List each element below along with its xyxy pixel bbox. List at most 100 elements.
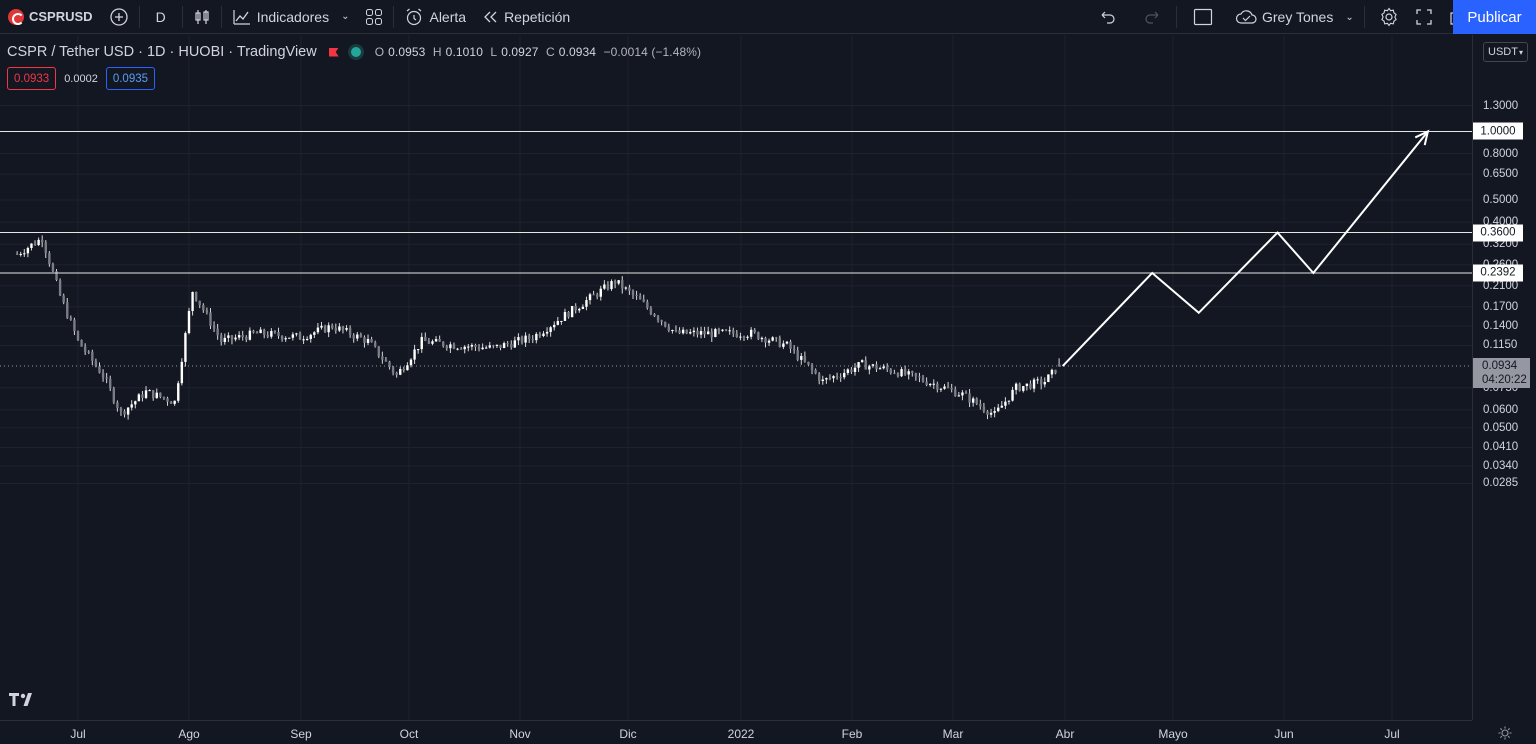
interval-button[interactable]: D bbox=[155, 8, 166, 25]
candle-body bbox=[87, 351, 90, 353]
compare-add-button[interactable] bbox=[101, 0, 137, 34]
line-price-tag[interactable]: 0.2392 bbox=[1473, 264, 1523, 282]
candle-body bbox=[452, 344, 456, 349]
candle-body bbox=[116, 402, 119, 409]
candle-body bbox=[119, 408, 123, 412]
sell-button[interactable]: 0.0933 bbox=[7, 67, 57, 90]
candle-body bbox=[606, 284, 610, 290]
spread-value: 0.0002 bbox=[64, 72, 98, 85]
candle-body bbox=[280, 335, 284, 340]
fullscreen-layout-button[interactable] bbox=[1185, 0, 1221, 34]
candle-body bbox=[642, 299, 645, 302]
candle-body bbox=[986, 411, 989, 415]
candle-body bbox=[800, 356, 803, 360]
candle-body bbox=[252, 330, 255, 333]
candle-body bbox=[796, 350, 799, 360]
fullscreen-button[interactable] bbox=[1407, 0, 1441, 34]
time-axis[interactable]: Jul Ago Sep Oct Nov Dic 2022 Feb Mar Abr Mayo Jun Ju… bbox=[0, 720, 1472, 744]
time-axis-label: Nov bbox=[509, 727, 531, 741]
candle-body bbox=[270, 331, 273, 337]
candle-body bbox=[363, 337, 366, 343]
candle-body bbox=[896, 373, 900, 377]
candle-body bbox=[921, 377, 925, 382]
candle-body bbox=[169, 401, 173, 404]
candle-body bbox=[431, 341, 434, 344]
candle-body bbox=[624, 287, 628, 289]
candle-body bbox=[1011, 389, 1014, 401]
candle-body bbox=[338, 326, 341, 331]
close-label: C bbox=[545, 45, 555, 59]
toolbar-divider bbox=[1363, 6, 1365, 28]
candle-body bbox=[345, 328, 348, 330]
candle-body bbox=[420, 336, 423, 350]
candle-body bbox=[80, 339, 83, 347]
candle-body bbox=[1047, 374, 1050, 382]
candle-body bbox=[749, 329, 753, 337]
candle-body bbox=[51, 264, 55, 272]
tradingview-logo-icon[interactable] bbox=[8, 690, 38, 708]
candle-body bbox=[893, 372, 896, 374]
buy-button[interactable]: 0.0935 bbox=[105, 67, 156, 90]
candle-body bbox=[470, 344, 474, 347]
symbol-search[interactable]: CSPRUSD bbox=[0, 0, 101, 34]
redo-button[interactable] bbox=[1136, 0, 1170, 34]
price-axis[interactable]: 1.30000.80000.65000.50000.40000.32000.26… bbox=[1472, 35, 1536, 720]
candle-body bbox=[141, 394, 144, 398]
legend-title[interactable]: CSPR / Tether USD · 1D · HUOBI · Trading… bbox=[7, 44, 317, 60]
alert-button[interactable]: Alerta bbox=[396, 0, 474, 34]
chart-type-button[interactable] bbox=[185, 0, 219, 34]
currency-unit-button[interactable]: USDT ▾ bbox=[1483, 42, 1528, 62]
indicators-button[interactable]: Indicadores ⌄ bbox=[224, 0, 358, 34]
rewind-icon bbox=[484, 11, 497, 22]
candle-body bbox=[459, 348, 463, 350]
candlesticks bbox=[15, 235, 1061, 420]
candle-body bbox=[223, 337, 227, 342]
horizontal-lines[interactable] bbox=[0, 130, 1472, 274]
line-price-tag[interactable]: 0.3600 bbox=[1473, 224, 1523, 242]
candle-body bbox=[903, 369, 907, 375]
candle-body bbox=[26, 247, 30, 254]
undo-button[interactable] bbox=[1090, 0, 1124, 34]
candle-body bbox=[760, 337, 764, 340]
time-axis-label: Jul bbox=[1384, 727, 1400, 741]
candle-body bbox=[735, 333, 739, 337]
candle-body bbox=[1057, 364, 1061, 367]
templates-button[interactable] bbox=[357, 0, 391, 34]
replay-button[interactable]: Repetición bbox=[474, 0, 578, 34]
candle-body bbox=[828, 378, 832, 380]
candle-body bbox=[603, 284, 606, 289]
candle-body bbox=[384, 359, 388, 362]
publish-button[interactable]: Publicar bbox=[1453, 0, 1536, 34]
candle-body bbox=[728, 330, 731, 332]
settings-button[interactable] bbox=[1371, 0, 1407, 34]
candle-body bbox=[266, 334, 269, 337]
chevron-down-icon[interactable]: ⌄ bbox=[341, 11, 350, 22]
indicators-icon bbox=[233, 9, 250, 25]
redo-icon bbox=[1145, 11, 1159, 24]
price-axis-label: 0.1400 bbox=[1483, 319, 1519, 332]
price-chart[interactable] bbox=[0, 35, 1472, 720]
projection-drawing[interactable] bbox=[1061, 129, 1430, 367]
candle-body bbox=[764, 337, 767, 343]
time-axis-label: Sep bbox=[290, 727, 312, 741]
candle-body bbox=[932, 383, 935, 385]
layout-name-button[interactable]: Grey Tones ⌄ bbox=[1227, 0, 1362, 34]
layout-name: Grey Tones bbox=[1262, 9, 1334, 25]
candle-body bbox=[445, 346, 449, 349]
candle-body bbox=[198, 300, 201, 306]
candle-body bbox=[585, 300, 588, 307]
low-label: L bbox=[490, 45, 498, 59]
candle-body bbox=[556, 321, 560, 325]
candle-body bbox=[148, 390, 151, 392]
toolbar-divider bbox=[1176, 6, 1177, 28]
candle-body bbox=[1014, 383, 1018, 390]
flag-icon[interactable] bbox=[328, 47, 339, 57]
candle-body bbox=[653, 313, 656, 317]
market-status-icon[interactable] bbox=[350, 47, 361, 57]
candle-body bbox=[341, 326, 345, 330]
candle-body bbox=[1022, 386, 1025, 391]
sun-settings-icon[interactable] bbox=[1498, 726, 1512, 740]
candle-body bbox=[173, 400, 176, 404]
line-price-tag[interactable]: 1.0000 bbox=[1473, 122, 1523, 140]
candle-body bbox=[810, 364, 814, 370]
